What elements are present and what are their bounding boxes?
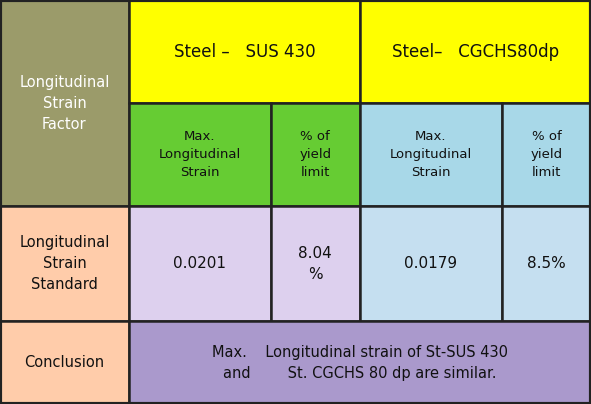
Text: Max.
Longitudinal
Strain: Max. Longitudinal Strain (158, 130, 241, 179)
Text: Conclusion: Conclusion (24, 355, 105, 370)
Bar (129, 321, 591, 404)
Bar (271, 206, 360, 321)
Text: 0.0179: 0.0179 (404, 256, 457, 271)
Text: 0.0201: 0.0201 (173, 256, 226, 271)
Bar (271, 103, 360, 206)
Text: Steel –   SUS 430: Steel – SUS 430 (174, 42, 315, 61)
Text: % of
yield
limit: % of yield limit (299, 130, 332, 179)
Bar (0, 206, 129, 321)
Text: Steel–   CGCHS80dp: Steel– CGCHS80dp (392, 42, 559, 61)
Text: % of
yield
limit: % of yield limit (530, 130, 563, 179)
Bar (360, 206, 502, 321)
Text: Max.    Longitudinal strain of St-SUS 430
and        St. CGCHS 80 dp are similar: Max. Longitudinal strain of St-SUS 430 a… (212, 345, 508, 381)
Bar (360, 0, 591, 103)
Text: Longitudinal
Strain
Standard: Longitudinal Strain Standard (19, 235, 109, 292)
Text: 8.5%: 8.5% (527, 256, 566, 271)
Bar (129, 103, 271, 206)
Text: Max.
Longitudinal
Strain: Max. Longitudinal Strain (389, 130, 472, 179)
Bar (0, 321, 129, 404)
Text: 8.04
%: 8.04 % (298, 246, 332, 282)
Bar (0, 0, 129, 206)
Bar (502, 103, 591, 206)
Bar (129, 206, 271, 321)
Bar (129, 0, 360, 103)
Bar (502, 206, 591, 321)
Text: Longitudinal
Strain
Factor: Longitudinal Strain Factor (19, 74, 109, 132)
Bar (360, 103, 502, 206)
